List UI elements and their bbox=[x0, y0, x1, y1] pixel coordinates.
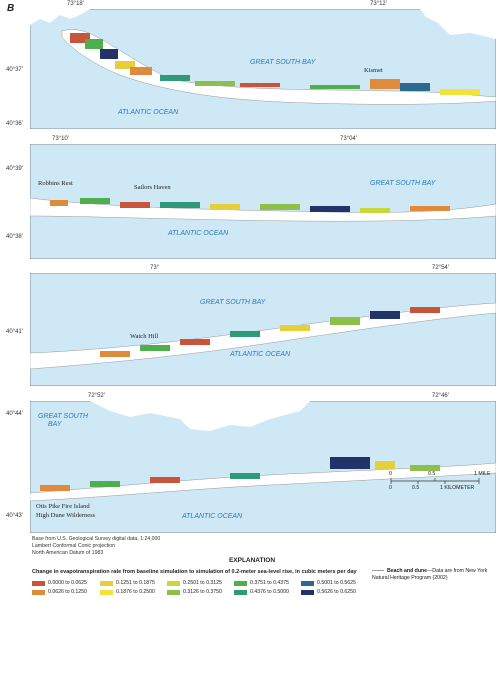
legend-label: 0.0000 to 0.0625 bbox=[48, 580, 87, 586]
legend-label: 0.3751 to 0.4375 bbox=[250, 580, 289, 586]
top-tick-2: 72°46' bbox=[432, 393, 449, 399]
scale-mile-half: 0.5 bbox=[428, 471, 436, 477]
scale-bar bbox=[390, 478, 480, 484]
place-kismet: Kismet bbox=[364, 67, 383, 74]
credit-line-1: Base from U.S. Geological Survey digital… bbox=[32, 536, 161, 542]
legend-swatch bbox=[234, 580, 247, 586]
left-tick-1: 40°41' bbox=[6, 329, 23, 335]
mainland-shore bbox=[30, 9, 90, 25]
map-2-canvas bbox=[30, 144, 496, 259]
legend-swatch bbox=[167, 580, 180, 586]
map-1-canvas bbox=[30, 9, 496, 129]
bay-label: GREAT SOUTH BAY bbox=[200, 299, 266, 306]
legend-label: 0.1876 to 0.2500 bbox=[116, 589, 155, 595]
legend-label: 0.5001 to 0.5625 bbox=[317, 580, 356, 586]
place-robbins-rest: Robbins Rest bbox=[38, 180, 73, 187]
water-area bbox=[30, 273, 496, 386]
left-tick-1: 40°44' bbox=[6, 411, 23, 417]
map-panel-4: 72°52' 72°46' 40°44' 40°43' GREAT SOUTH … bbox=[6, 393, 496, 533]
legend-label: 0.1251 to 0.1875 bbox=[116, 580, 155, 586]
bay-label-line-2: BAY bbox=[48, 421, 62, 428]
place-watch-hill: Watch Hill bbox=[130, 333, 159, 340]
legend-label: 0.3126 to 0.3750 bbox=[183, 589, 222, 595]
panel-letter: B bbox=[7, 3, 15, 14]
legend-swatch bbox=[234, 589, 247, 595]
ocean-label: ATLANTIC OCEAN bbox=[118, 109, 179, 116]
et-cells bbox=[70, 33, 480, 95]
map-panel-1: 73°18' 73°12' 40°37' 40°36' GREAT SOUTH … bbox=[6, 1, 496, 129]
bay-label: GREAT SOUTH BAY bbox=[370, 180, 436, 187]
map-panel-3: 73° 72°54' 40°41' GREAT SOUTH BAY ATLANT… bbox=[6, 265, 496, 386]
top-tick-2: 72°54' bbox=[432, 265, 449, 271]
legend-label: 0.2501 to 0.3125 bbox=[183, 580, 222, 586]
beach-text: —Data are from New York Natural Heritage… bbox=[372, 568, 488, 581]
left-tick-1: 40°39' bbox=[6, 166, 23, 172]
place-sailors-haven: Sailors Haven bbox=[134, 184, 171, 191]
scale-km-0: 0 bbox=[389, 485, 392, 491]
left-tick-1: 40°37' bbox=[6, 67, 23, 73]
legend-title: EXPLANATION bbox=[228, 557, 276, 564]
place-otis-pike: Otis Pike Fire Island bbox=[36, 503, 90, 510]
legend-swatch bbox=[167, 589, 180, 595]
top-tick-1: 73°10' bbox=[52, 136, 69, 142]
legend-item: 0.3751 to 0.4375 bbox=[234, 580, 289, 586]
top-tick-2: 73°12' bbox=[370, 1, 387, 7]
legend-label: 0.5626 to 0.6250 bbox=[317, 589, 356, 595]
scale-km-1: 1 KILOMETER bbox=[440, 485, 475, 491]
left-tick-2: 40°36' bbox=[6, 121, 23, 127]
et-cells bbox=[100, 307, 440, 357]
mainland-shore-east bbox=[420, 9, 496, 39]
legend-item: 0.0000 to 0.0625 bbox=[32, 580, 87, 586]
map-4-canvas bbox=[30, 401, 496, 533]
ocean-label: ATLANTIC OCEAN bbox=[230, 351, 291, 358]
left-tick-2: 40°38' bbox=[6, 234, 23, 240]
barrier-island bbox=[30, 302, 496, 370]
legend-swatch bbox=[301, 589, 314, 595]
scale-km-half: 0.5 bbox=[412, 485, 420, 491]
scale-mile-0: 0 bbox=[389, 471, 392, 477]
ocean-label: ATLANTIC OCEAN bbox=[182, 513, 243, 520]
bay-label-line-1: GREAT SOUTH bbox=[38, 413, 89, 420]
legend-item: 0.5626 to 0.6250 bbox=[301, 589, 356, 595]
legend-swatch bbox=[100, 589, 113, 595]
legend-label: 0.4376 to 0.5000 bbox=[250, 589, 289, 595]
place-high-dune: High Dune Wilderness bbox=[36, 512, 96, 519]
credit-line-3: North American Datum of 1983 bbox=[32, 550, 104, 556]
legend-swatch bbox=[100, 580, 113, 586]
legend-swatch bbox=[301, 580, 314, 586]
mainland-shore bbox=[90, 401, 310, 431]
credit-line-2: Lambert Conformal Conic projection bbox=[32, 543, 116, 549]
et-cells bbox=[40, 457, 440, 491]
barrier-island bbox=[30, 462, 496, 502]
et-cells bbox=[50, 198, 450, 213]
legend-item: 0.1251 to 0.1875 bbox=[100, 580, 155, 586]
scale-mile-1: 1 MILE bbox=[474, 471, 491, 477]
beach-line-symbol bbox=[372, 570, 384, 572]
water-area bbox=[30, 9, 496, 129]
map-3-canvas bbox=[30, 273, 496, 386]
legend-item: 0.4376 to 0.5000 bbox=[234, 589, 289, 595]
bay-label: GREAT SOUTH BAY bbox=[250, 59, 316, 66]
legend-item: 0.3126 to 0.3750 bbox=[167, 589, 222, 595]
legend-item: 0.5001 to 0.5625 bbox=[301, 580, 356, 586]
beach-label: Beach and dune bbox=[387, 568, 428, 574]
map-panel-2: 73°10' 73°04' 40°39' 40°38' GREAT SOUTH … bbox=[6, 136, 496, 259]
legend-swatch bbox=[32, 580, 45, 586]
legend-swatch bbox=[32, 589, 45, 595]
left-tick-2: 40°43' bbox=[6, 513, 23, 519]
beach-dune-note: Beach and dune—Data are from New York Na… bbox=[372, 568, 502, 582]
legend-label: 0.0626 to 0.1250 bbox=[48, 589, 87, 595]
legend-item: 0.1876 to 0.2500 bbox=[100, 589, 155, 595]
top-tick-1: 73° bbox=[150, 265, 160, 271]
legend-item: 0.2501 to 0.3125 bbox=[167, 580, 222, 586]
legend-item: 0.0626 to 0.1250 bbox=[32, 589, 87, 595]
ocean-label: ATLANTIC OCEAN bbox=[168, 230, 229, 237]
top-tick-1: 73°18' bbox=[67, 1, 84, 7]
top-tick-1: 72°52' bbox=[88, 393, 105, 399]
legend-heading: Change in evapotranspiration rate from b… bbox=[32, 569, 357, 575]
top-tick-2: 73°04' bbox=[340, 136, 357, 142]
